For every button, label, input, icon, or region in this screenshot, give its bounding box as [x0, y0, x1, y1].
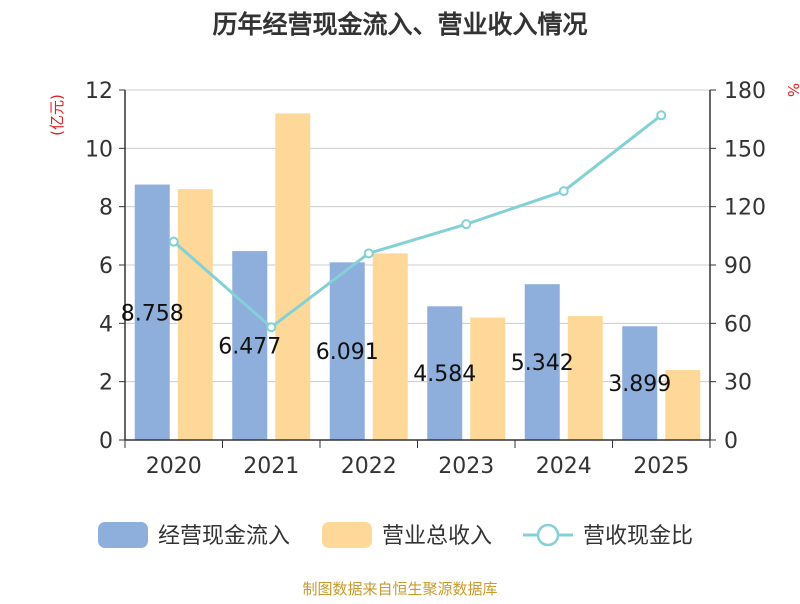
ratio-point [168, 236, 179, 247]
y-right-tick-label: 0 [724, 429, 738, 454]
y-left-tick-label: 10 [85, 137, 113, 162]
ratio-line [172, 114, 663, 330]
ratio-point [363, 248, 374, 259]
bar-cash-inflow [427, 306, 463, 440]
legend-label-revenue: 营业总收入 [382, 524, 492, 549]
y-left-tick-label: 12 [85, 79, 113, 104]
y-left-tick-label: 2 [99, 371, 113, 396]
line-series [168, 110, 667, 333]
data-label: 6.091 [316, 340, 379, 365]
y-left-tick-label: 4 [99, 312, 113, 337]
chart-title: 历年经营现金流入、营业收入情况 [212, 10, 587, 39]
legend-swatch-cash-inflow [98, 522, 148, 548]
bar-cash-inflow [232, 251, 268, 440]
x-tick-label: 2024 [536, 454, 592, 479]
ratio-point [656, 110, 667, 121]
gridlines [125, 89, 710, 383]
legend-label-ratio: 营收现金比 [583, 524, 693, 549]
legend-label-cash-inflow: 经营现金流入 [158, 524, 290, 549]
data-label: 8.758 [121, 301, 184, 326]
y-right-tick-label: 180 [724, 79, 766, 104]
bar-revenue [177, 189, 213, 440]
ratio-point [558, 186, 569, 197]
y-right-tick-label: 90 [724, 254, 752, 279]
y-left-tick-label: 0 [99, 429, 113, 454]
bar-cash-inflow [622, 326, 658, 440]
y-right-tick-label: 120 [724, 196, 766, 221]
bar-revenue [665, 370, 701, 440]
data-labels: 8.758 6.477 6.091 4.584 5.342 3.899 [121, 301, 671, 397]
data-label: 3.899 [608, 372, 671, 397]
source-note: 制图数据来自恒生聚源数据库 [302, 580, 497, 598]
y-left-tick-label: 6 [99, 254, 113, 279]
bar-cash-inflow [329, 262, 365, 440]
y-right-tick-label: 60 [724, 312, 752, 337]
bar-series [134, 113, 701, 440]
y-right-tick-label: 30 [724, 371, 752, 396]
data-label: 5.342 [511, 351, 574, 376]
x-tick-label: 2021 [243, 454, 299, 479]
bar-revenue [567, 316, 603, 440]
y-left-axis-label: (亿元) [48, 94, 66, 136]
x-tick-label: 2022 [341, 454, 397, 479]
x-tick-label: 2025 [633, 454, 689, 479]
bar-cash-inflow [134, 184, 170, 440]
data-label: 6.477 [218, 335, 281, 360]
bar-revenue [372, 253, 408, 440]
y-right-tick-label: 150 [724, 137, 766, 162]
data-label: 4.584 [413, 362, 476, 387]
legend: 经营现金流入 营业总收入 营收现金比 [98, 522, 693, 549]
bar-cash-inflow [524, 284, 560, 440]
ratio-point [461, 219, 472, 230]
x-tick-label: 2020 [146, 454, 202, 479]
y-right-axis-label: % [784, 83, 800, 97]
ratio-point [266, 322, 277, 333]
x-tick-label: 2023 [438, 454, 494, 479]
bar-revenue [470, 317, 506, 440]
bar-revenue [275, 113, 311, 440]
y-left-tick-label: 8 [99, 196, 113, 221]
legend-swatch-revenue [322, 522, 372, 548]
legend-swatch-ratio-marker [536, 523, 560, 547]
